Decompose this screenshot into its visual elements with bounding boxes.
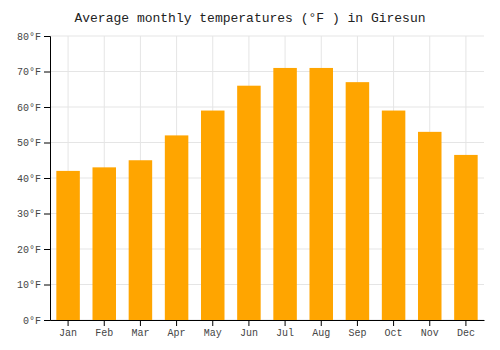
- x-tick-mark: [285, 320, 286, 326]
- y-tick-label: 50°F: [17, 138, 41, 149]
- y-tick-label: 70°F: [17, 67, 41, 78]
- bar: [382, 111, 406, 320]
- x-tick: Aug: [312, 320, 330, 339]
- y-tick: 30°F: [17, 209, 50, 220]
- y-tick-mark: [44, 214, 50, 215]
- x-tick-label: Oct: [385, 328, 403, 339]
- y-tick: 50°F: [17, 138, 50, 149]
- y-tick: 10°F: [17, 280, 50, 291]
- y-tick: 70°F: [17, 67, 50, 78]
- y-tick-mark: [44, 72, 50, 73]
- bar: [418, 132, 442, 320]
- x-tick: Mar: [131, 320, 149, 339]
- x-tick: Oct: [385, 320, 403, 339]
- x-tick-mark: [321, 320, 322, 326]
- x-tick-mark: [393, 320, 394, 326]
- x-tick-mark: [68, 320, 69, 326]
- y-tick-mark: [44, 36, 50, 37]
- y-tick-mark: [44, 143, 50, 144]
- x-tick: Jun: [240, 320, 258, 339]
- y-tick: 20°F: [17, 245, 50, 256]
- x-tick-mark: [465, 320, 466, 326]
- bar: [201, 111, 225, 320]
- y-tick: 80°F: [17, 32, 50, 43]
- y-tick-mark: [44, 178, 50, 179]
- x-tick: Feb: [95, 320, 113, 339]
- y-tick-label: 10°F: [17, 280, 41, 291]
- x-tick-mark: [248, 320, 249, 326]
- x-tick: Nov: [421, 320, 439, 339]
- x-tick-label: Jan: [59, 328, 77, 339]
- x-tick-label: Aug: [312, 328, 330, 339]
- y-tick-mark: [44, 249, 50, 250]
- y-grid-line: [50, 36, 484, 37]
- y-tick: 60°F: [17, 103, 50, 114]
- bar: [56, 171, 80, 320]
- y-grid-line: [50, 71, 484, 72]
- x-tick-mark: [357, 320, 358, 326]
- chart: Average monthly temperatures (°F ) in Gi…: [0, 0, 500, 350]
- bar: [237, 86, 261, 320]
- bar: [92, 167, 116, 320]
- y-tick: 40°F: [17, 174, 50, 185]
- x-tick-mark: [212, 320, 213, 326]
- y-tick-label: 80°F: [17, 32, 41, 43]
- y-tick: 0°F: [23, 316, 50, 327]
- x-tick-label: Sep: [348, 328, 366, 339]
- y-tick-mark: [44, 320, 50, 321]
- y-grid-line: [50, 107, 484, 108]
- x-tick-label: Jun: [240, 328, 258, 339]
- bar: [309, 68, 333, 320]
- x-tick: May: [204, 320, 222, 339]
- y-tick-label: 20°F: [17, 245, 41, 256]
- x-tick-mark: [176, 320, 177, 326]
- x-tick-label: Dec: [457, 328, 475, 339]
- x-tick-mark: [429, 320, 430, 326]
- bar: [129, 160, 153, 320]
- y-tick-label: 30°F: [17, 209, 41, 220]
- x-tick-mark: [140, 320, 141, 326]
- bar: [165, 135, 189, 320]
- x-tick-label: May: [204, 328, 222, 339]
- x-tick-label: Apr: [168, 328, 186, 339]
- x-tick: Apr: [168, 320, 186, 339]
- x-axis: Jan Feb Mar Apr May Jun Jul Aug Sep Oct Nov Dec: [51, 320, 485, 339]
- y-tick-label: 60°F: [17, 103, 41, 114]
- bar: [346, 82, 370, 320]
- x-tick-mark: [104, 320, 105, 326]
- y-tick-mark: [44, 107, 50, 108]
- y-tick-label: 40°F: [17, 174, 41, 185]
- x-tick: Dec: [457, 320, 475, 339]
- y-axis-line: [44, 37, 51, 321]
- x-tick-label: Mar: [131, 328, 149, 339]
- bars: [56, 68, 477, 320]
- grid: [50, 36, 484, 320]
- y-axis: 0°F 10°F 20°F 30°F 40°F 50°F 60°F 70°F 80°F: [17, 32, 51, 327]
- x-tick: Jan: [59, 320, 77, 339]
- x-axis-line: [51, 320, 485, 321]
- x-tick-label: Feb: [95, 328, 113, 339]
- bar: [454, 155, 478, 320]
- x-tick: Jul: [276, 320, 294, 339]
- y-tick-label: 0°F: [23, 316, 41, 327]
- plot: Jan Feb Mar Apr May Jun Jul Aug Sep Oct Nov Dec 0°F 1…: [17, 32, 485, 339]
- bar: [273, 68, 297, 320]
- x-tick-label: Nov: [421, 328, 439, 339]
- y-tick-mark: [44, 285, 50, 286]
- x-tick-label: Jul: [276, 328, 294, 339]
- title: Average monthly temperatures (°F ) in Gi…: [74, 11, 425, 26]
- x-tick: Sep: [348, 320, 366, 339]
